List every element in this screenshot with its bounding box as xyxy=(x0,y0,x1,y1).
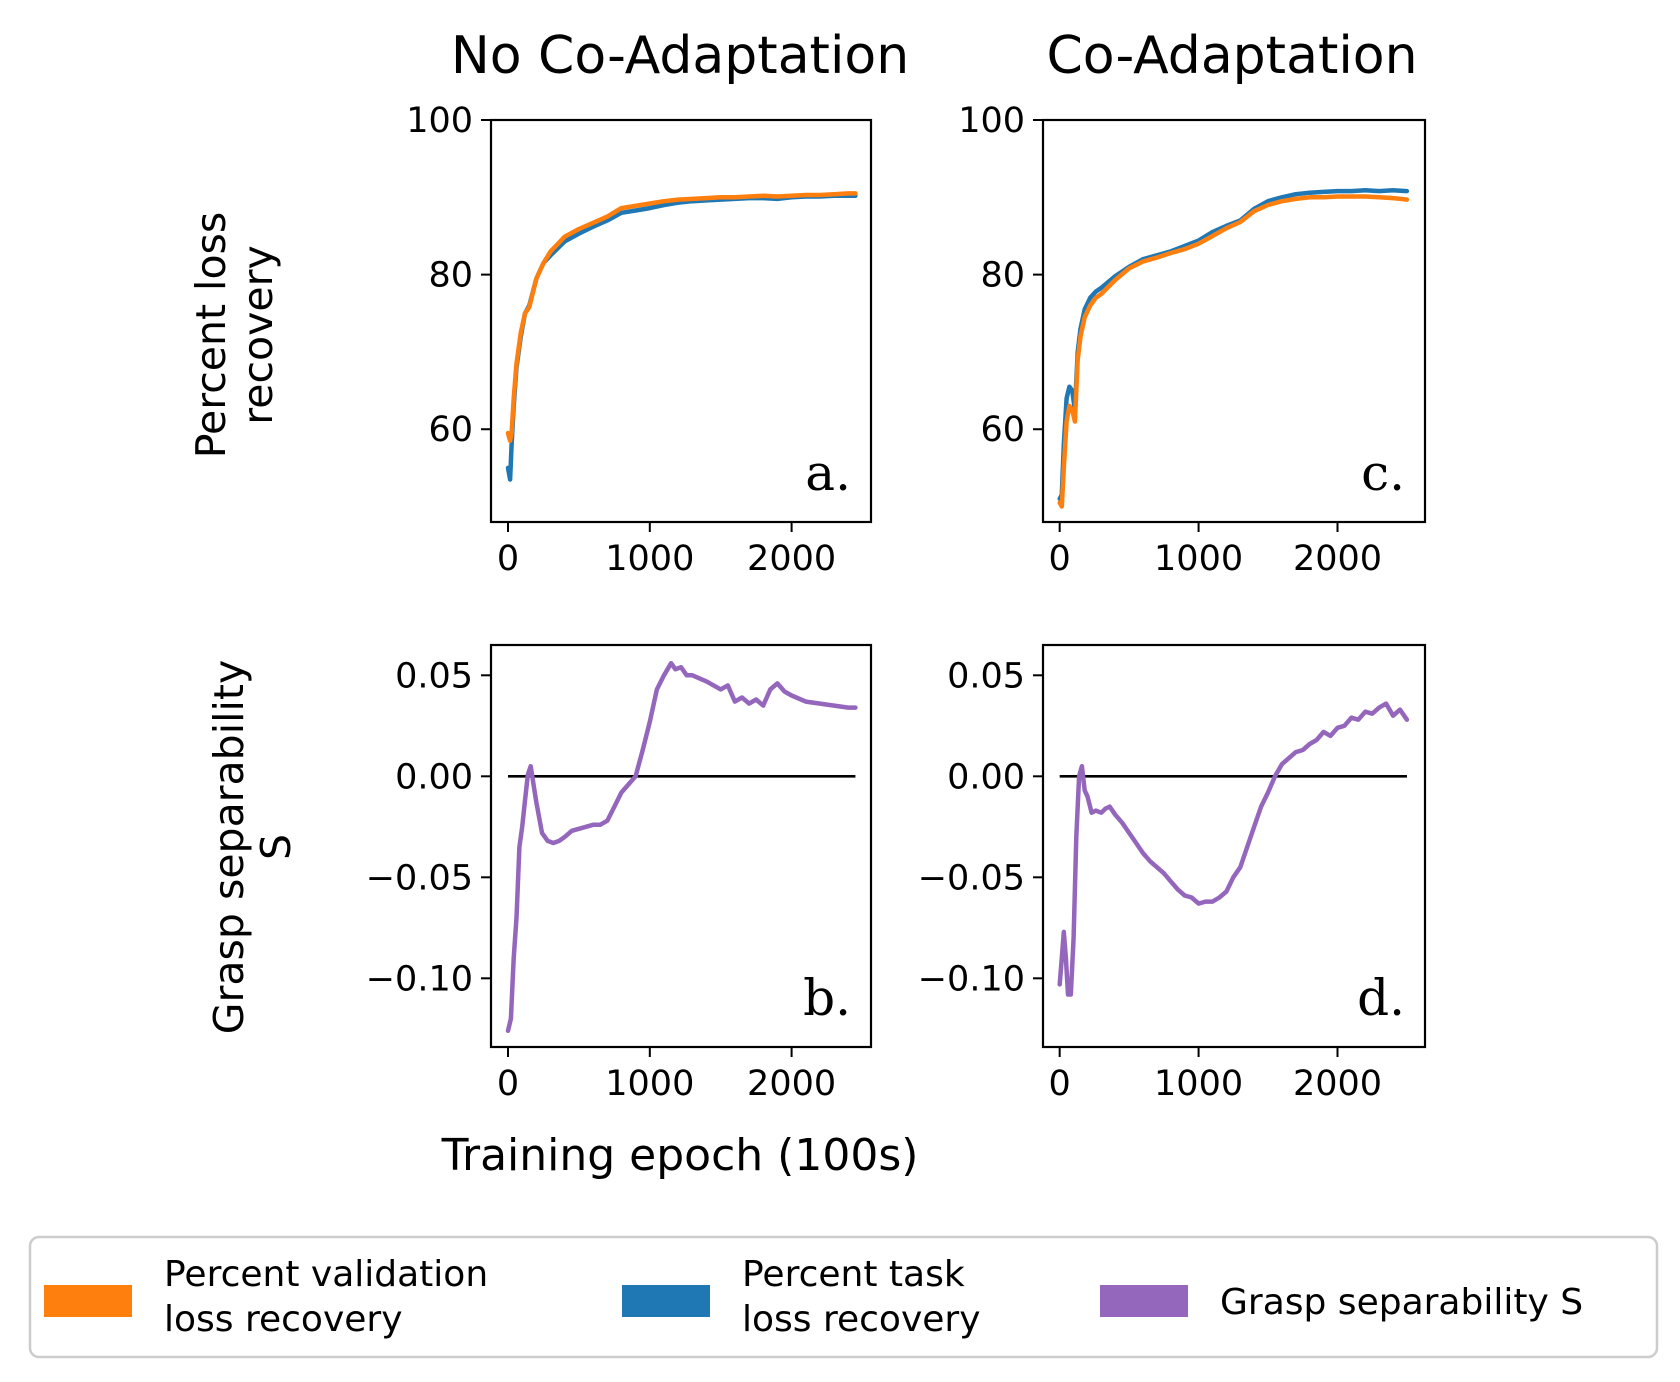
x-tick-label: 1000 xyxy=(605,539,694,579)
legend-swatch-separability xyxy=(1100,1285,1188,1317)
y-tick-label: 100 xyxy=(406,101,473,141)
ylabel-bottom-line2: S xyxy=(252,834,300,860)
legend-label-task-line1: Percent task xyxy=(742,1254,965,1295)
x-tick-label: 2000 xyxy=(1293,539,1382,579)
y-tick-label: −0.05 xyxy=(918,858,1025,898)
x-tick-label: 0 xyxy=(1049,539,1071,579)
x-tick-label: 0 xyxy=(497,1064,519,1104)
panel-d: 0 1000 2000 −0.10 −0.05 0.00 0.05 d. xyxy=(918,643,1427,1104)
legend-label-task-line2: loss recovery xyxy=(742,1299,981,1340)
y-tick-label: 60 xyxy=(980,410,1025,450)
column-title-no-coadaptation: No Co-Adaptation xyxy=(451,26,909,86)
series-line-percent-task-loss-recovery xyxy=(1057,188,1410,502)
legend-label-separability: Grasp separability S xyxy=(1220,1282,1583,1323)
panel-b: 0 1000 2000 −0.10 −0.05 0.00 0.05 b. xyxy=(366,643,873,1104)
x-tick-label: 2000 xyxy=(747,539,836,579)
series-line-grasp-separability-s xyxy=(505,660,858,1034)
x-tick-label: 2000 xyxy=(747,1064,836,1104)
axes-frame xyxy=(489,118,873,524)
ylabel-top-line1: Percent loss xyxy=(187,212,235,459)
legend-frame xyxy=(28,1235,1659,1359)
x-tick-label: 1000 xyxy=(605,1064,694,1104)
x-tick-label: 2000 xyxy=(1293,1064,1382,1104)
y-tick-label: 0.00 xyxy=(395,757,473,797)
legend-label-validation-line1: Percent validation xyxy=(164,1254,488,1295)
axes-frame xyxy=(489,643,873,1049)
legend: Percent validation loss recovery Percent… xyxy=(28,1235,1659,1359)
panel-letter-d: d. xyxy=(1357,969,1405,1027)
axes-frame xyxy=(1041,118,1427,524)
panel-c: 0 1000 2000 60 80 100 c. xyxy=(958,101,1427,579)
ylabel-top-line2: recovery xyxy=(234,245,282,424)
panel-a: 0 1000 2000 60 80 100 a. xyxy=(406,101,873,579)
x-tick-label: 1000 xyxy=(1154,1064,1243,1104)
y-tick-label: −0.10 xyxy=(366,959,473,999)
y-tick-label: 60 xyxy=(428,410,473,450)
panel-letter-c: c. xyxy=(1361,444,1405,502)
column-title-coadaptation: Co-Adaptation xyxy=(1046,26,1417,86)
row-ylabel-bottom: Grasp separability S xyxy=(205,660,300,1034)
x-tick-label: 1000 xyxy=(1154,539,1243,579)
y-tick-label: 0.05 xyxy=(947,656,1025,696)
y-tick-label: 80 xyxy=(428,256,473,296)
x-tick-label: 0 xyxy=(497,539,519,579)
panel-letter-b: b. xyxy=(803,969,851,1027)
y-tick-label: 0.05 xyxy=(395,656,473,696)
x-tick-label: 0 xyxy=(1049,1064,1071,1104)
series-line-grasp-separability-s xyxy=(1057,701,1410,997)
row-ylabel-top: Percent loss recovery xyxy=(187,212,282,459)
legend-swatch-task xyxy=(622,1285,710,1317)
panel-letter-a: a. xyxy=(805,444,851,502)
ylabel-bottom-line1: Grasp separability xyxy=(205,660,253,1034)
series-line-percent-validation-loss-recovery xyxy=(1057,194,1410,509)
y-tick-label: 0.00 xyxy=(947,757,1025,797)
y-tick-label: 100 xyxy=(958,101,1025,141)
y-tick-label: −0.10 xyxy=(918,959,1025,999)
y-tick-label: −0.05 xyxy=(366,858,473,898)
y-tick-label: 80 xyxy=(980,256,1025,296)
axes-frame xyxy=(1041,643,1427,1049)
legend-swatch-validation xyxy=(44,1285,132,1317)
series-line-percent-validation-loss-recovery xyxy=(505,191,858,444)
legend-label-validation-line2: loss recovery xyxy=(164,1299,403,1340)
x-axis-label: Training epoch (100s) xyxy=(441,1130,919,1181)
